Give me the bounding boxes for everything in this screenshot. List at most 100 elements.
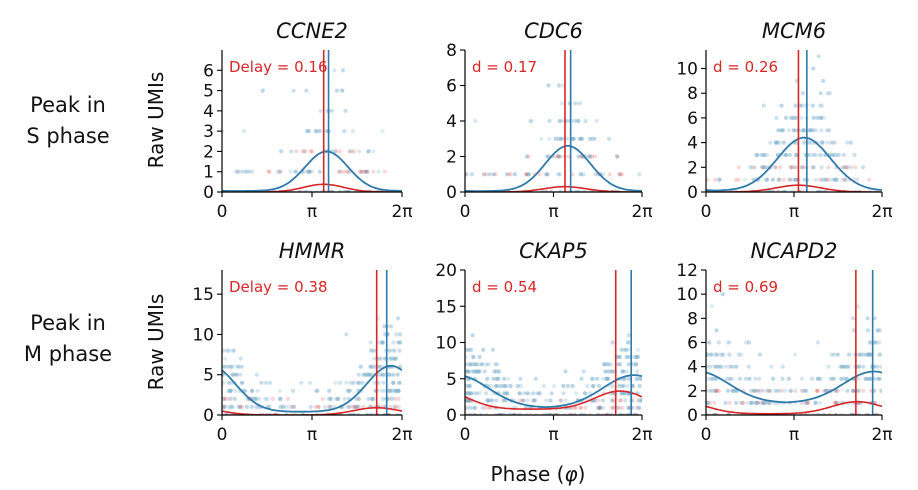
data-point: [496, 376, 501, 381]
scatter-dots: [465, 83, 642, 192]
data-point: [779, 128, 784, 133]
scatter-dots: [222, 316, 402, 415]
data-point: [609, 398, 615, 403]
data-point: [254, 404, 259, 409]
data-point: [532, 398, 537, 403]
data-point: [530, 391, 536, 396]
data-point: [868, 340, 873, 345]
data-point: [637, 405, 642, 410]
data-point: [734, 364, 739, 369]
data-point: [864, 376, 869, 381]
data-point: [713, 388, 718, 393]
data-point: [826, 128, 832, 133]
data-point: [336, 396, 341, 401]
data-point: [727, 364, 732, 369]
data-point: [714, 328, 719, 333]
data-point: [226, 404, 231, 409]
data-point: [300, 149, 305, 154]
data-point: [713, 352, 718, 357]
data-point: [789, 177, 794, 182]
data-point: [813, 400, 818, 405]
data-point: [397, 340, 402, 345]
data-point: [779, 388, 785, 393]
data-point: [873, 340, 878, 345]
data-point: [805, 400, 810, 405]
y-tick-label: 15: [435, 297, 457, 317]
data-point: [335, 396, 340, 401]
data-point: [498, 383, 503, 389]
data-point: [718, 352, 724, 357]
data-point: [327, 388, 332, 393]
data-point: [813, 128, 819, 133]
data-point: [868, 376, 873, 381]
data-point: [850, 316, 856, 321]
data-point: [594, 118, 599, 124]
data-point: [465, 391, 469, 396]
y-tick-label: 8: [687, 309, 698, 329]
data-point: [576, 154, 581, 159]
data-point: [304, 88, 309, 93]
data-point: [762, 152, 767, 158]
y-tick-label: 0: [446, 183, 457, 203]
data-point: [618, 172, 623, 177]
data-point: [495, 376, 500, 381]
data-point: [508, 383, 513, 389]
data-point: [801, 128, 806, 133]
y-tick-label: 20: [435, 261, 457, 281]
data-point: [563, 369, 568, 374]
data-point: [465, 398, 469, 403]
data-point: [537, 391, 542, 396]
data-point: [477, 354, 482, 360]
data-point: [558, 118, 563, 124]
data-point: [392, 396, 398, 401]
data-point: [324, 129, 329, 134]
data-point: [355, 396, 361, 401]
y-tick-label: 6: [203, 61, 214, 81]
y-tick-label: 12: [676, 261, 698, 281]
data-point: [392, 348, 397, 353]
delay-annotation: d = 0.54: [472, 278, 537, 296]
data-point: [290, 404, 295, 409]
data-point: [761, 152, 766, 158]
data-point: [802, 128, 807, 133]
data-point: [391, 380, 396, 385]
data-point: [848, 140, 854, 145]
x-tick-label: 0: [217, 202, 228, 222]
data-point: [559, 136, 564, 141]
data-point: [845, 165, 850, 170]
data-point: [526, 154, 531, 159]
data-point: [766, 388, 771, 393]
plot-area: [465, 50, 642, 192]
data-point: [789, 165, 794, 170]
data-point: [338, 169, 343, 174]
data-point: [549, 391, 554, 396]
data-point: [288, 169, 293, 174]
data-point: [811, 128, 816, 133]
y-tick-label: 2: [203, 142, 214, 162]
data-point: [329, 108, 334, 113]
data-point: [639, 398, 642, 403]
data-point: [868, 352, 873, 357]
data-point: [751, 388, 757, 393]
data-point: [470, 333, 475, 338]
data-point: [764, 177, 769, 182]
data-point: [266, 169, 272, 174]
data-point: [342, 129, 347, 134]
data-point: [493, 172, 498, 177]
data-point: [222, 396, 227, 401]
data-point: [493, 362, 498, 367]
data-point: [222, 380, 226, 385]
data-point: [723, 364, 729, 369]
y-tick-label: 8: [687, 84, 698, 104]
data-point: [355, 380, 360, 385]
data-point: [626, 340, 631, 345]
data-point: [861, 352, 866, 357]
data-point: [360, 404, 366, 409]
data-point: [794, 152, 799, 158]
data-point: [468, 347, 474, 352]
data-point: [291, 404, 297, 409]
data-point: [318, 129, 323, 134]
data-point: [465, 405, 469, 410]
data-point: [620, 391, 626, 396]
data-point: [815, 340, 821, 345]
